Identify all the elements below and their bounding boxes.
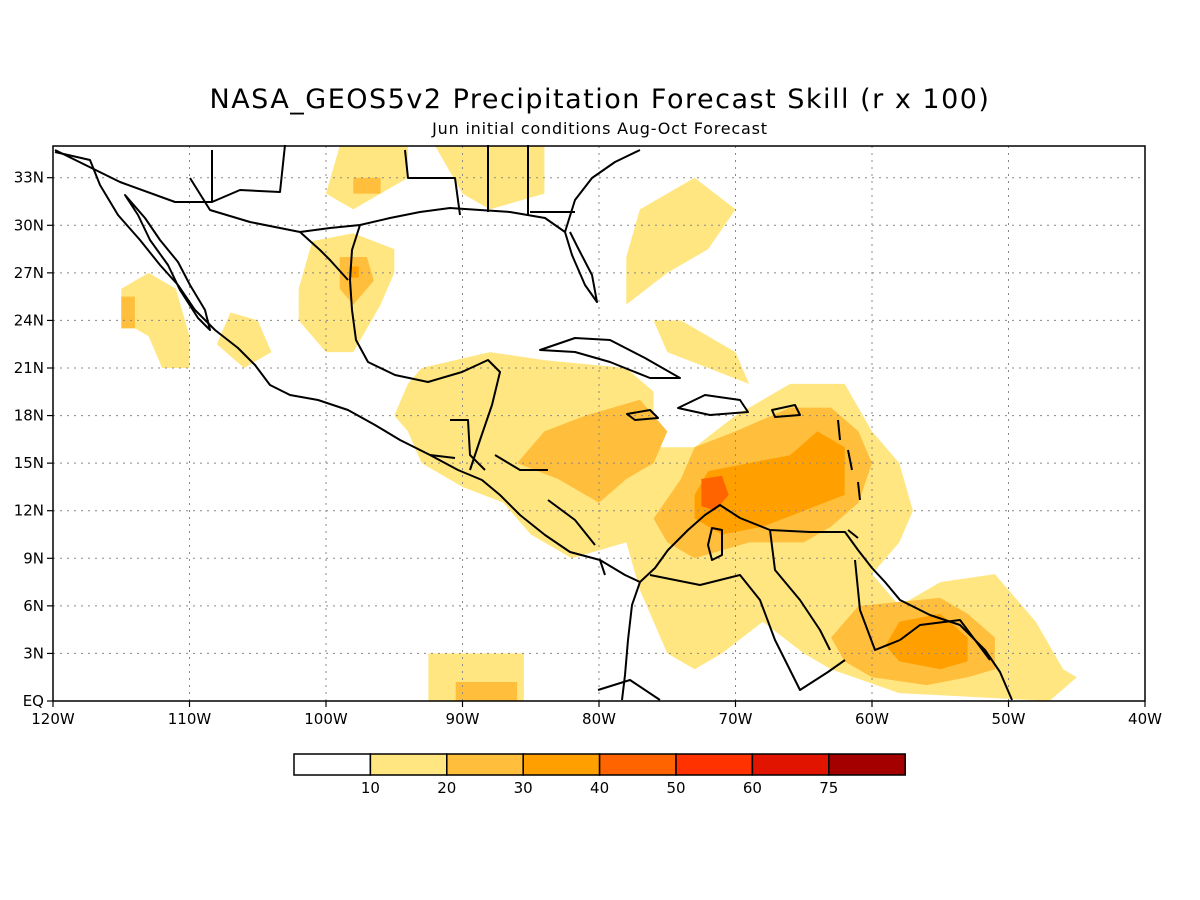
lon-tick-label: 120W bbox=[31, 710, 75, 728]
lon-tick-label: 80W bbox=[582, 710, 616, 728]
lat-tick-label: 24N bbox=[14, 311, 44, 329]
skill-region-9 bbox=[626, 177, 736, 305]
lon-tick-label: 100W bbox=[304, 710, 348, 728]
coastline-jamaica bbox=[626, 409, 659, 421]
coastline-hispaniola bbox=[677, 394, 749, 416]
coastline-baja bbox=[124, 194, 211, 331]
skill-region-19 bbox=[455, 682, 518, 701]
coastline-north-america bbox=[54, 151, 641, 583]
lon-tick-label: 90W bbox=[446, 710, 480, 728]
lat-tick-label: 30N bbox=[14, 216, 44, 234]
coastline-south-america bbox=[621, 504, 1013, 701]
skill-region-14 bbox=[694, 431, 845, 535]
legend-swatch bbox=[293, 753, 372, 776]
lat-tick-label: 27N bbox=[14, 264, 44, 282]
skill-region-5 bbox=[216, 312, 272, 368]
legend-swatch bbox=[446, 753, 524, 776]
lat-tick-label: 18N bbox=[14, 407, 44, 425]
coastlines bbox=[54, 144, 1013, 701]
legend-swatch bbox=[369, 753, 448, 776]
page-title: NASA_GEOS5v2 Precipitation Forecast Skil… bbox=[209, 84, 991, 115]
border-south-america bbox=[597, 529, 991, 701]
border-central-america bbox=[429, 419, 606, 576]
lon-tick-label: 50W bbox=[992, 710, 1026, 728]
lon-tick-label: 110W bbox=[168, 710, 212, 728]
legend-label: 75 bbox=[819, 779, 838, 797]
lat-tick-label: EQ bbox=[23, 692, 44, 710]
legend-swatch bbox=[598, 753, 677, 776]
legend-label: 40 bbox=[590, 779, 609, 797]
coastline-cuba bbox=[539, 337, 681, 379]
border-us-mexico bbox=[54, 144, 349, 281]
lon-tick-label: 60W bbox=[855, 710, 889, 728]
lat-tick-label: 15N bbox=[14, 454, 44, 472]
skill-region-0 bbox=[121, 272, 190, 368]
skill-region-15 bbox=[701, 475, 729, 511]
legend-label: 10 bbox=[361, 779, 380, 797]
lon-tick-label: 70W bbox=[719, 710, 753, 728]
legend-label: 20 bbox=[437, 779, 456, 797]
coastline-eastern-caribbean bbox=[837, 419, 861, 539]
skill-region-3 bbox=[339, 257, 374, 305]
legend-label: 50 bbox=[666, 779, 685, 797]
lat-tick-label: 33N bbox=[14, 169, 44, 187]
legend-swatch bbox=[828, 753, 906, 776]
skill-region-10 bbox=[653, 320, 750, 384]
lat-tick-label: 12N bbox=[14, 502, 44, 520]
lat-tick-label: 3N bbox=[23, 644, 44, 662]
coastline-east-us bbox=[564, 149, 641, 233]
legend-swatch bbox=[522, 753, 601, 776]
page-subtitle: Jun initial conditions Aug-Oct Forecast bbox=[432, 119, 768, 138]
color-legend: 10 20 30 40 50 60 75 bbox=[293, 753, 906, 797]
coastline-lake-maracaibo bbox=[707, 527, 723, 561]
lat-tick-label: 6N bbox=[23, 597, 44, 615]
legend-label: 60 bbox=[743, 779, 762, 797]
grid-lines bbox=[53, 146, 1145, 701]
legend-swatch bbox=[675, 753, 754, 776]
skill-region-7 bbox=[353, 177, 381, 194]
legend-label: 30 bbox=[514, 779, 533, 797]
axis-ticks: 120W 110W 100W 90W 80W 70W 60W 50W 40W EQ 3N 6N 9N 12… bbox=[14, 169, 1162, 728]
skill-region-12 bbox=[517, 399, 668, 503]
skill-contours bbox=[121, 146, 1077, 701]
skill-region-17 bbox=[885, 613, 968, 670]
lat-tick-label: 9N bbox=[23, 549, 44, 567]
border-us-states bbox=[404, 145, 575, 216]
skill-region-1 bbox=[121, 296, 135, 329]
lat-tick-label: 21N bbox=[14, 359, 44, 377]
legend-swatch bbox=[751, 753, 830, 776]
coastline-puerto-rico bbox=[771, 404, 801, 418]
lon-tick-label: 40W bbox=[1128, 710, 1162, 728]
